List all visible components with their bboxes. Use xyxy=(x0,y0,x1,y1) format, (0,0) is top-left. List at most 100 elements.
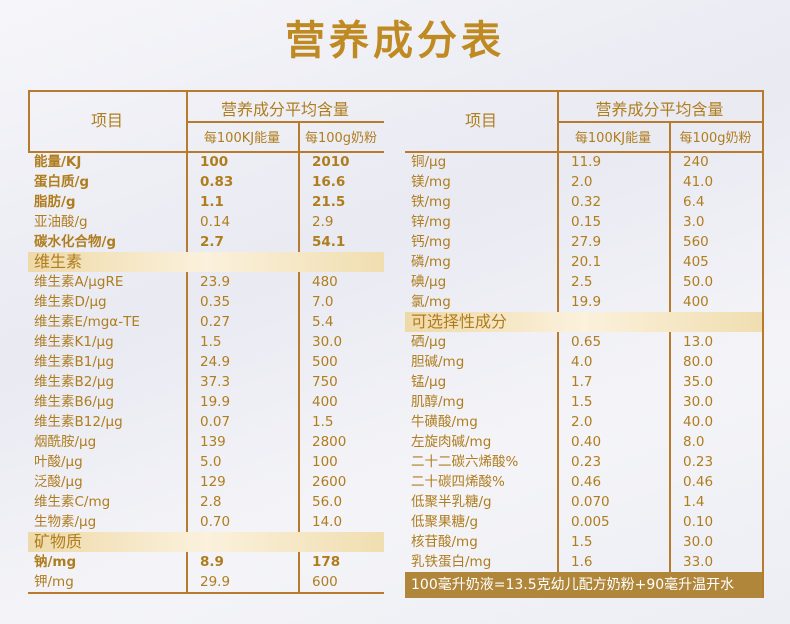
nutrient-name: 叶酸/μg xyxy=(34,454,83,470)
value-per-100g: 16.6 xyxy=(312,174,346,190)
value-per-kj: 2.0 xyxy=(571,414,593,430)
divider xyxy=(557,121,762,123)
value-per-kj: 1.5 xyxy=(200,334,222,350)
value-per-100g: 30.0 xyxy=(683,534,714,550)
nutrient-name: 镁/mg xyxy=(411,174,451,190)
value-per-kj: 0.14 xyxy=(200,214,231,230)
value-per-100g: 480 xyxy=(312,274,338,290)
divider xyxy=(298,272,300,532)
nutrient-name: 蛋白质/g xyxy=(34,174,90,190)
nutrient-name: 牛磺酸/mg xyxy=(411,414,478,430)
page-title: 营养成分表 xyxy=(285,18,505,64)
value-per-100g: 178 xyxy=(312,554,341,570)
nutrient-name: 锰/μg xyxy=(411,374,447,390)
value-per-100g: 40.0 xyxy=(683,414,714,430)
value-per-kj: 0.005 xyxy=(571,514,610,530)
nutrient-name: 脂肪/g xyxy=(34,194,76,210)
section-header: 矿物质 xyxy=(28,532,384,552)
divider xyxy=(28,90,762,92)
value-per-100g: 0.46 xyxy=(683,474,714,490)
value-per-100g: 560 xyxy=(683,234,709,250)
value-per-100g: 2.9 xyxy=(312,214,334,230)
value-per-100g: 80.0 xyxy=(683,354,714,370)
value-per-100g: 500 xyxy=(312,354,338,370)
value-per-kj: 1.7 xyxy=(571,374,593,390)
value-per-100g: 1.5 xyxy=(312,414,334,430)
nutrient-name: 钙/mg xyxy=(411,234,451,250)
value-per-kj: 0.83 xyxy=(200,174,234,190)
value-per-kj: 2.8 xyxy=(200,494,222,510)
nutrient-name: 铜/μg xyxy=(411,154,447,170)
value-per-kj: 1.1 xyxy=(200,194,224,210)
value-per-100g: 50.0 xyxy=(683,274,714,290)
value-per-kj: 8.9 xyxy=(200,554,224,570)
value-per-100g: 2800 xyxy=(312,434,347,450)
nutrient-name: 能量/KJ xyxy=(34,154,82,170)
section-header: 维生素 xyxy=(28,252,384,272)
value-per-kj: 19.9 xyxy=(200,394,231,410)
value-per-kj: 29.9 xyxy=(200,574,231,590)
value-per-100g: 3.0 xyxy=(683,214,705,230)
value-per-100g: 1.4 xyxy=(683,494,705,510)
value-per-kj: 1.5 xyxy=(571,394,593,410)
value-per-100g: 30.0 xyxy=(683,394,714,410)
nutrient-name: 低聚半乳糖/g xyxy=(411,494,492,510)
value-per-100g: 240 xyxy=(683,154,709,170)
nutrient-name: 铁/mg xyxy=(411,194,451,210)
nutrient-name: 二十二碳六烯酸% xyxy=(411,454,519,470)
value-per-100g: 600 xyxy=(312,574,338,590)
divider xyxy=(186,272,188,532)
header-average: 营养成分平均含量 xyxy=(595,100,724,119)
value-per-100g: 405 xyxy=(683,254,709,270)
divider xyxy=(186,552,188,592)
value-per-kj: 100 xyxy=(200,154,229,170)
value-per-kj: 0.07 xyxy=(200,414,231,430)
nutrient-name: 碘/μg xyxy=(411,274,447,290)
nutrient-name: 胆碱/mg xyxy=(411,354,465,370)
value-per-100g: 21.5 xyxy=(312,194,346,210)
divider xyxy=(28,151,384,153)
nutrient-name: 锌/mg xyxy=(411,214,451,230)
divider xyxy=(186,121,384,123)
value-per-kj: 2.7 xyxy=(200,234,224,250)
nutrient-name: 左旋肉碱/mg xyxy=(411,434,492,450)
preparation-note: 100毫升奶液=13.5克幼儿配方奶粉+90毫升温开水 xyxy=(405,572,762,598)
nutrient-name: 钠/mg xyxy=(34,554,77,570)
divider xyxy=(298,552,300,592)
nutrient-name: 维生素B12/μg xyxy=(34,414,123,430)
nutrient-name: 维生素C/mg xyxy=(34,494,111,510)
value-per-kj: 27.9 xyxy=(571,234,602,250)
section-header: 可选择性成分 xyxy=(405,312,762,332)
divider xyxy=(28,592,384,594)
value-per-kj: 0.15 xyxy=(571,214,602,230)
nutrient-name: 硒/μg xyxy=(411,334,447,350)
value-per-kj: 0.40 xyxy=(571,434,602,450)
divider xyxy=(557,90,559,312)
value-per-kj: 19.9 xyxy=(571,294,602,310)
divider xyxy=(28,90,30,152)
header-item: 项目 xyxy=(464,111,497,130)
value-per-100g: 400 xyxy=(312,394,338,410)
value-per-100g: 54.1 xyxy=(312,234,346,250)
value-per-kj: 0.65 xyxy=(571,334,602,350)
value-per-kj: 2.0 xyxy=(571,174,593,190)
divider xyxy=(405,151,762,153)
nutrient-name: 维生素B6/μg xyxy=(34,394,115,410)
nutrient-name: 维生素D/μg xyxy=(34,294,107,310)
value-per-kj: 11.9 xyxy=(571,154,602,170)
value-per-kj: 139 xyxy=(200,434,226,450)
nutrient-name: 低聚果糖/g xyxy=(411,514,479,530)
value-per-kj: 1.6 xyxy=(571,554,593,570)
value-per-100g: 0.10 xyxy=(683,514,714,530)
value-per-kj: 0.32 xyxy=(571,194,602,210)
header-per-100g: 每100g奶粉 xyxy=(304,131,378,146)
value-per-kj: 4.0 xyxy=(571,354,593,370)
nutrient-name: 烟酰胺/μg xyxy=(34,434,97,450)
nutrient-name: 磷/mg xyxy=(411,254,451,270)
nutrient-name: 碳水化合物/g xyxy=(34,234,117,250)
nutrient-name: 维生素K1/μg xyxy=(34,334,114,350)
value-per-100g: 7.0 xyxy=(312,294,334,310)
value-per-kj: 0.27 xyxy=(200,314,231,330)
value-per-100g: 35.0 xyxy=(683,374,714,390)
header-item: 项目 xyxy=(90,111,123,130)
